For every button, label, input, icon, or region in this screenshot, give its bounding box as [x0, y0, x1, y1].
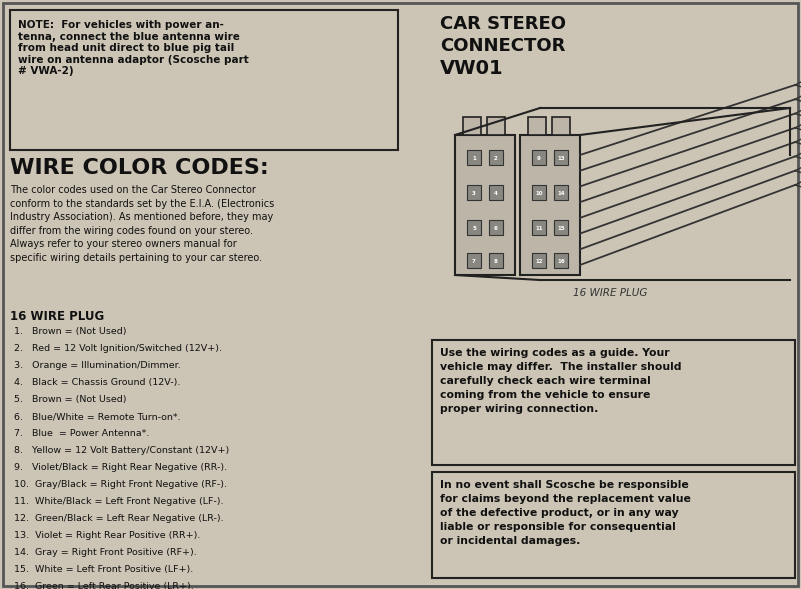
Text: 13.  Violet = Right Rear Positive (RR+).: 13. Violet = Right Rear Positive (RR+). — [14, 531, 200, 540]
Bar — [487, 117, 505, 135]
Bar — [489, 253, 503, 268]
Text: 16.  Green = Left Rear Positive (LR+).: 16. Green = Left Rear Positive (LR+). — [14, 582, 194, 589]
Text: 12.  Green/Black = Left Rear Negative (LR-).: 12. Green/Black = Left Rear Negative (LR… — [14, 514, 223, 523]
Text: 11: 11 — [535, 226, 543, 231]
Bar — [552, 117, 570, 135]
Text: 12: 12 — [535, 259, 543, 264]
Text: 6: 6 — [494, 226, 498, 231]
Text: WIRE COLOR CODES:: WIRE COLOR CODES: — [10, 158, 269, 178]
Text: 4: 4 — [494, 191, 498, 196]
Text: VW01: VW01 — [440, 59, 504, 78]
Bar — [520, 135, 580, 275]
Text: 1.   Brown = (Not Used): 1. Brown = (Not Used) — [14, 327, 127, 336]
Text: 5: 5 — [472, 226, 476, 231]
Bar — [467, 185, 481, 200]
Text: 15: 15 — [557, 226, 565, 231]
Text: 10: 10 — [535, 191, 543, 196]
Bar — [467, 220, 481, 235]
Text: In no event shall Scosche be responsible
for claims beyond the replacement value: In no event shall Scosche be responsible… — [440, 480, 691, 546]
Text: 1: 1 — [472, 156, 476, 161]
Text: 8.   Yellow = 12 Volt Battery/Constant (12V+): 8. Yellow = 12 Volt Battery/Constant (12… — [14, 446, 229, 455]
Bar — [455, 135, 515, 275]
Text: 7.   Blue  = Power Antenna*.: 7. Blue = Power Antenna*. — [14, 429, 149, 438]
Bar — [467, 253, 481, 268]
Text: 14.  Gray = Right Front Positive (RF+).: 14. Gray = Right Front Positive (RF+). — [14, 548, 197, 557]
Bar — [554, 185, 568, 200]
Text: NOTE:  For vehicles with power an-
tenna, connect the blue antenna wire
from hea: NOTE: For vehicles with power an- tenna,… — [18, 20, 249, 77]
Bar — [532, 150, 546, 165]
Bar — [554, 220, 568, 235]
Text: 9.   Violet/Black = Right Rear Negative (RR-).: 9. Violet/Black = Right Rear Negative (R… — [14, 463, 227, 472]
Bar — [489, 150, 503, 165]
Bar — [532, 185, 546, 200]
Text: 2.   Red = 12 Volt Ignition/Switched (12V+).: 2. Red = 12 Volt Ignition/Switched (12V+… — [14, 344, 222, 353]
Bar — [532, 253, 546, 268]
Text: 16: 16 — [557, 259, 565, 264]
Bar — [554, 150, 568, 165]
Bar — [554, 253, 568, 268]
Bar — [10, 10, 398, 150]
Text: 15.  White = Left Front Positive (LF+).: 15. White = Left Front Positive (LF+). — [14, 565, 193, 574]
Text: 11.  White/Black = Left Front Negative (LF-).: 11. White/Black = Left Front Negative (L… — [14, 497, 223, 506]
Text: 16 WIRE PLUG: 16 WIRE PLUG — [10, 310, 104, 323]
Text: CONNECTOR: CONNECTOR — [440, 37, 566, 55]
Text: 8: 8 — [494, 259, 498, 264]
Text: 2: 2 — [494, 156, 498, 161]
Bar — [432, 472, 795, 578]
Text: 14: 14 — [557, 191, 565, 196]
Text: 16 WIRE PLUG: 16 WIRE PLUG — [573, 288, 647, 298]
Text: 9: 9 — [537, 156, 541, 161]
Text: 10.  Gray/Black = Right Front Negative (RF-).: 10. Gray/Black = Right Front Negative (R… — [14, 480, 227, 489]
Text: Use the wiring codes as a guide. Your
vehicle may differ.  The installer should
: Use the wiring codes as a guide. Your ve… — [440, 348, 682, 414]
Bar — [528, 117, 546, 135]
Bar — [532, 220, 546, 235]
Bar — [489, 220, 503, 235]
Text: 6.   Blue/White = Remote Turn-on*.: 6. Blue/White = Remote Turn-on*. — [14, 412, 180, 421]
Text: 3: 3 — [472, 191, 476, 196]
Text: 5.   Brown = (Not Used): 5. Brown = (Not Used) — [14, 395, 127, 404]
Text: 4.   Black = Chassis Ground (12V-).: 4. Black = Chassis Ground (12V-). — [14, 378, 180, 387]
Bar — [467, 150, 481, 165]
Text: 13: 13 — [557, 156, 565, 161]
Text: 7: 7 — [472, 259, 476, 264]
Text: The color codes used on the Car Stereo Connector
conform to the standards set by: The color codes used on the Car Stereo C… — [10, 185, 274, 263]
Text: CAR STEREO: CAR STEREO — [440, 15, 566, 33]
Bar — [432, 340, 795, 465]
Bar — [489, 185, 503, 200]
Bar — [463, 117, 481, 135]
Text: 3.   Orange = Illumination/Dimmer.: 3. Orange = Illumination/Dimmer. — [14, 361, 181, 370]
